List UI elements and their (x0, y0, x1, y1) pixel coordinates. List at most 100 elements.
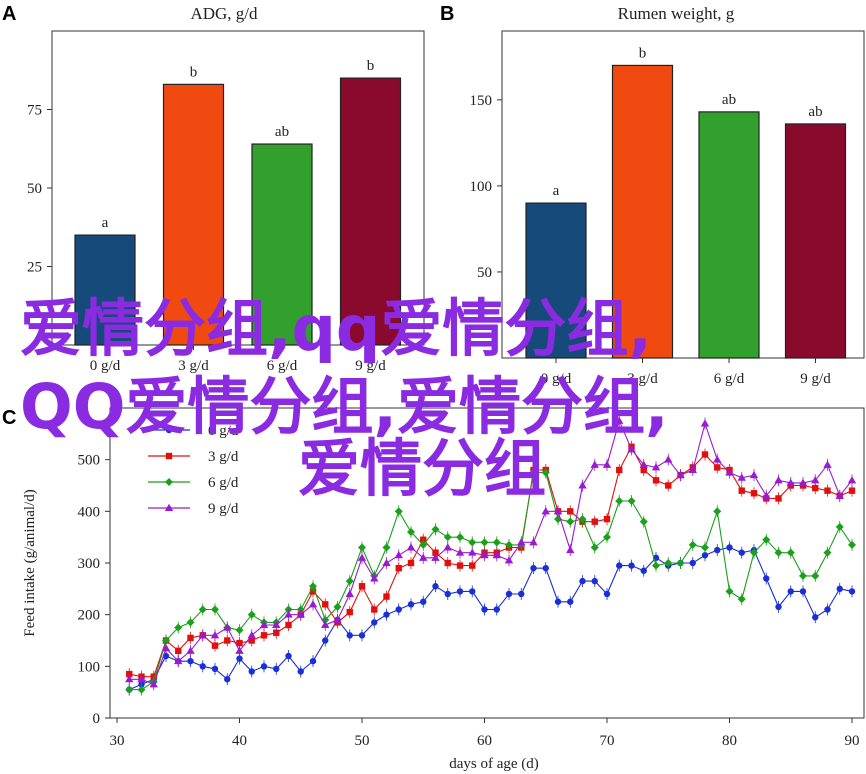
watermark-line-2: QQ爱情分组,爱情分组, (20, 370, 669, 443)
panel-c-series-4-point-22 (382, 558, 391, 566)
panel-c-series-3-point-4 (162, 636, 170, 645)
panel-a-bar-label-3: ab (275, 124, 289, 140)
panel-c-series-3-point-5 (174, 623, 183, 632)
panel-c-series-3-point-39 (590, 543, 599, 552)
panel-c-series-3-point-11 (247, 610, 256, 619)
panel-c-series-3-point-26 (431, 525, 440, 534)
panel-c-series-1-point-33 (518, 590, 525, 598)
panel-c-series-4-point-34 (529, 538, 538, 546)
panel-c-series-2-point-40 (603, 515, 611, 523)
panel-c-series-4-point-23 (394, 551, 403, 559)
panel-c-y-tick-label-2: 100 (78, 659, 101, 675)
panel-c-series-1-point-8 (211, 665, 219, 673)
panel-c-series-1-point-49 (714, 546, 721, 554)
panel-c-series-2-point-19 (346, 608, 353, 616)
panel-b-bar-label-3: ab (722, 92, 736, 108)
panel-c-legend-label-3: 6 g/d (208, 475, 239, 491)
panel-c-series-3-point-54 (774, 548, 783, 557)
panel-c-series-4-point-13 (272, 620, 281, 628)
panel-c-series-4-point-32 (504, 556, 514, 564)
panel-c-series-4-point-2 (137, 675, 146, 683)
panel-c-series-3-point-1 (125, 685, 134, 694)
panel-c-series-1-point-54 (775, 603, 782, 611)
panel-c-series-3-point-38 (578, 515, 587, 524)
panel-c-series-1-point-59 (836, 585, 843, 593)
panel-c-x-tick-label-4: 60 (477, 733, 492, 749)
panel-c-series-3-point-30 (480, 538, 489, 547)
panel-b-y-axis: 50 100 150 (470, 93, 502, 281)
panel-c-series-4-point-56 (798, 478, 808, 486)
panel-c-series-1-point-23 (395, 606, 402, 613)
panel-c-series-4-point-10 (235, 646, 244, 654)
panel-c-x-tick-label-1: 30 (110, 733, 125, 749)
panel-c-series-4-point-29 (468, 548, 477, 556)
panel-c-legend: 0 g/d 3 g/d 6 g/d 9 g/d (148, 423, 239, 517)
panel-c-series-1-point-34 (530, 564, 537, 572)
panel-c-series-2-point-39 (591, 518, 598, 525)
panel-c-series-1-point-15 (297, 668, 304, 675)
panel-c-series-2-point-5 (175, 647, 182, 655)
panel-a-bar-label-1: a (102, 215, 109, 231)
panel-c-series-3-point-35 (541, 468, 550, 477)
panel-c-series-1-point-42 (628, 562, 635, 569)
panel-b-bar-label-2: b (639, 45, 647, 61)
panel-c-series-1-point-9 (224, 676, 231, 683)
panel-c-series-1-point-12 (260, 663, 268, 670)
panel-b-bar-1 (525, 202, 587, 359)
panel-c-series-1-point-43 (640, 567, 647, 574)
panel-c-series-1-point-27 (444, 590, 451, 598)
panel-c-series-1-point-10 (236, 655, 243, 662)
panel-b-label: B (440, 3, 454, 25)
panel-c-series-4-point-3 (149, 680, 158, 688)
panel-c-series-2-point-45 (665, 482, 672, 489)
panel-c-series-4-point-39 (590, 460, 599, 468)
panel-c-series-1-point-14 (285, 652, 292, 660)
panel-c-series-4-point-48 (700, 419, 710, 427)
panel-c-series-2-point-49 (714, 464, 721, 471)
panel-c-series-3-point-59 (835, 522, 844, 531)
panel-c-series-4-point-54 (774, 476, 783, 484)
panel-a-x-tick-label-3: 6 g/d (267, 358, 298, 374)
watermark-line-1: 爱情分组,qq爱情分组, (20, 292, 652, 365)
panel-c-series-1-line (129, 546, 853, 691)
panel-c-series-4-point-47 (688, 465, 697, 473)
panel-c-series-1 (126, 541, 856, 696)
panel-c-series-3-point-45 (664, 559, 673, 567)
panel-c-series-1-point-20 (358, 632, 366, 639)
panel-c-series-1-point-22 (383, 611, 390, 618)
panel-c-series-4-point-44 (651, 463, 661, 471)
panel-b-bar-2 (611, 64, 674, 359)
panel-c-legend-marker-3 (165, 478, 173, 486)
panel-c-series-1-point-57 (812, 614, 819, 621)
panel-c-series-3-point-27 (443, 533, 452, 542)
panel-c-series-4-point-1 (125, 675, 134, 683)
panel-c-x-tick-label-2: 40 (232, 733, 247, 749)
panel-c-series-1-point-35 (542, 564, 549, 572)
panel-c-series (125, 414, 857, 696)
panel-c-y-tick-label-1: 0 (93, 711, 101, 727)
panel-b-y-tick-label-2: 100 (470, 179, 493, 195)
panel-c-series-3-point-51 (737, 595, 746, 604)
panel-a-label: A (2, 3, 16, 25)
panel-c-series-4-point-30 (480, 551, 489, 559)
panel-c-series-4-point-31 (492, 551, 501, 559)
panel-c-series-4-point-18 (333, 615, 342, 623)
panel-b-bar-label-4: ab (808, 104, 822, 120)
panel-c-series-2-point-8 (211, 642, 219, 649)
panel-c-series-1-point-50 (726, 544, 733, 551)
panel-c-series-2-point-41 (616, 466, 623, 474)
panel-b-x-tick-label-3: 6 g/d (714, 371, 745, 387)
panel-a-x-tick-label-2: 3 g/d (178, 358, 209, 374)
panel-c-series-1-point-47 (689, 559, 696, 567)
panel-b-y-tick-label-3: 150 (470, 93, 493, 109)
panel-c-series-4 (125, 414, 857, 691)
panel-a-bar-label-4: b (367, 58, 375, 74)
panel-c-series-3-point-44 (652, 561, 660, 570)
panel-c-series-4-point-60 (847, 476, 857, 484)
panel-c-series-4-point-57 (811, 476, 820, 484)
panel-c-series-1-point-17 (322, 637, 329, 644)
panel-c-y-tick-label-4: 300 (78, 556, 101, 572)
panel-c-series-3-point-8 (211, 605, 219, 614)
panel-c-series-3-point-20 (358, 543, 366, 552)
